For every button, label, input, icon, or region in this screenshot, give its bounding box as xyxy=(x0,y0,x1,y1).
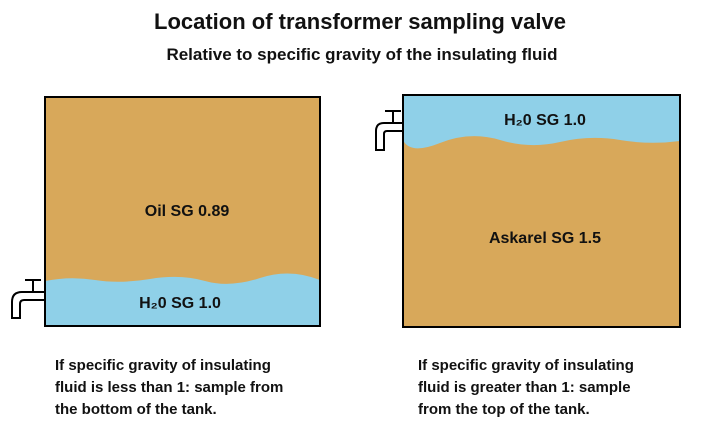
water-label: H₂0 SG 1.0 xyxy=(504,112,586,129)
fluid-label: Oil SG 0.89 xyxy=(145,203,230,220)
caption-line: the bottom of the tank. xyxy=(55,401,217,418)
tank-outline xyxy=(402,94,681,328)
valve xyxy=(11,279,45,319)
caption-line: fluid is greater than 1: sample xyxy=(418,379,631,396)
caption-line: If specific gravity of insulating xyxy=(418,357,634,374)
water xyxy=(45,273,320,326)
valve xyxy=(375,110,403,151)
captions: If specific gravity of insulating fluid i… xyxy=(55,357,634,418)
title: Location of transformer sampling valve xyxy=(154,9,566,34)
caption-line: If specific gravity of insulating xyxy=(55,357,271,374)
water-label: H₂0 SG 1.0 xyxy=(139,295,221,312)
fluid-label: Askarel SG 1.5 xyxy=(489,230,601,247)
left-tank: Oil SG 0.89 H₂0 SG 1.0 xyxy=(11,96,321,327)
caption-line: fluid is less than 1: sample from xyxy=(55,379,283,396)
water xyxy=(403,95,680,149)
caption-line: from the top of the tank. xyxy=(418,401,590,418)
tank-outline xyxy=(44,96,321,327)
right-tank: H₂0 SG 1.0 Askarel SG 1.5 xyxy=(375,94,681,328)
subtitle: Relative to specific gravity of the insu… xyxy=(166,45,557,64)
